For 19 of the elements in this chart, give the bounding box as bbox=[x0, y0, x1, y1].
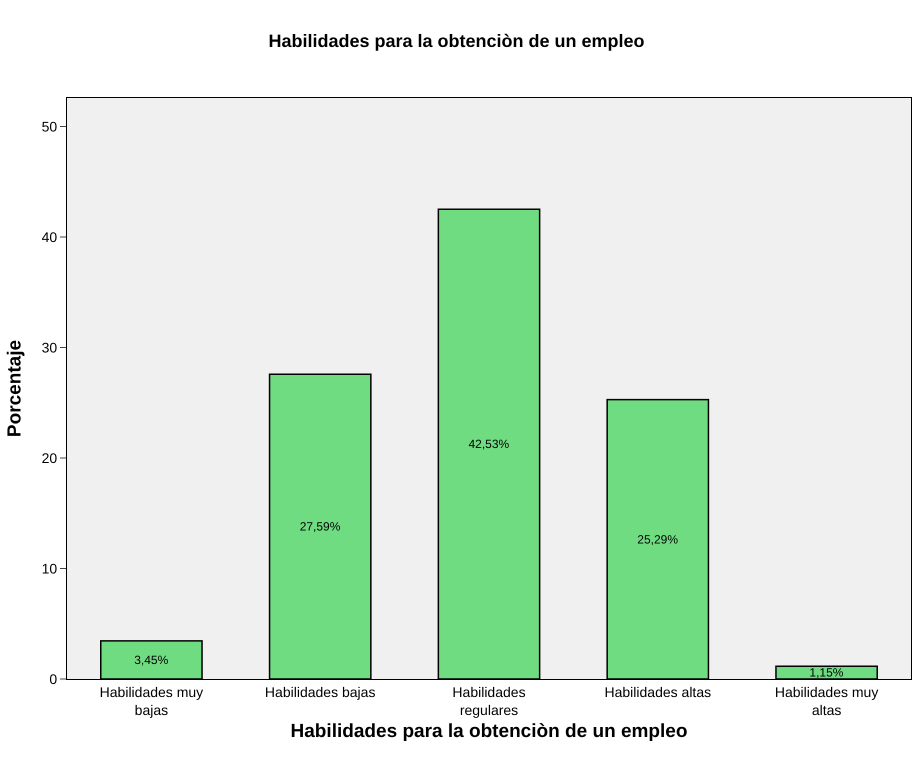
y-tick-label: 50 bbox=[42, 118, 58, 135]
x-axis-title: Habilidades para la obtenciòn de un empleo bbox=[290, 720, 688, 742]
x-tick-label: Habilidades muy altas bbox=[774, 684, 878, 718]
data-label: 1,15% bbox=[809, 666, 844, 680]
x-tick-label: Habilidades altas bbox=[604, 684, 712, 700]
x-tick-label: Habilidades regulares bbox=[452, 684, 526, 718]
y-tick-label: 20 bbox=[42, 450, 58, 466]
y-axis-title: Porcentaje bbox=[4, 340, 26, 438]
data-label: 42,53% bbox=[468, 437, 510, 452]
data-label: 25,29% bbox=[637, 532, 678, 546]
y-tick-label: 30 bbox=[42, 340, 58, 356]
chart-title: Habilidades para la obtenciòn de un empleo bbox=[268, 31, 645, 52]
y-tick-label: 0 bbox=[49, 670, 58, 687]
y-tick-label: 10 bbox=[42, 560, 58, 576]
x-tick-label: Habilidades bajas bbox=[264, 684, 376, 700]
y-tick-label: 40 bbox=[42, 229, 58, 246]
data-label: 27,59% bbox=[300, 520, 341, 534]
data-label: 3,45% bbox=[134, 652, 169, 667]
x-tick-label: Habilidades muy bajas bbox=[100, 684, 204, 718]
